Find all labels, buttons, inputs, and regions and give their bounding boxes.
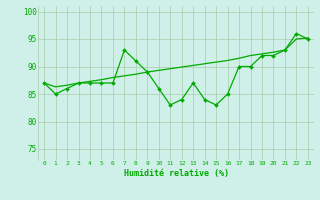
X-axis label: Humidité relative (%): Humidité relative (%)	[124, 169, 228, 178]
